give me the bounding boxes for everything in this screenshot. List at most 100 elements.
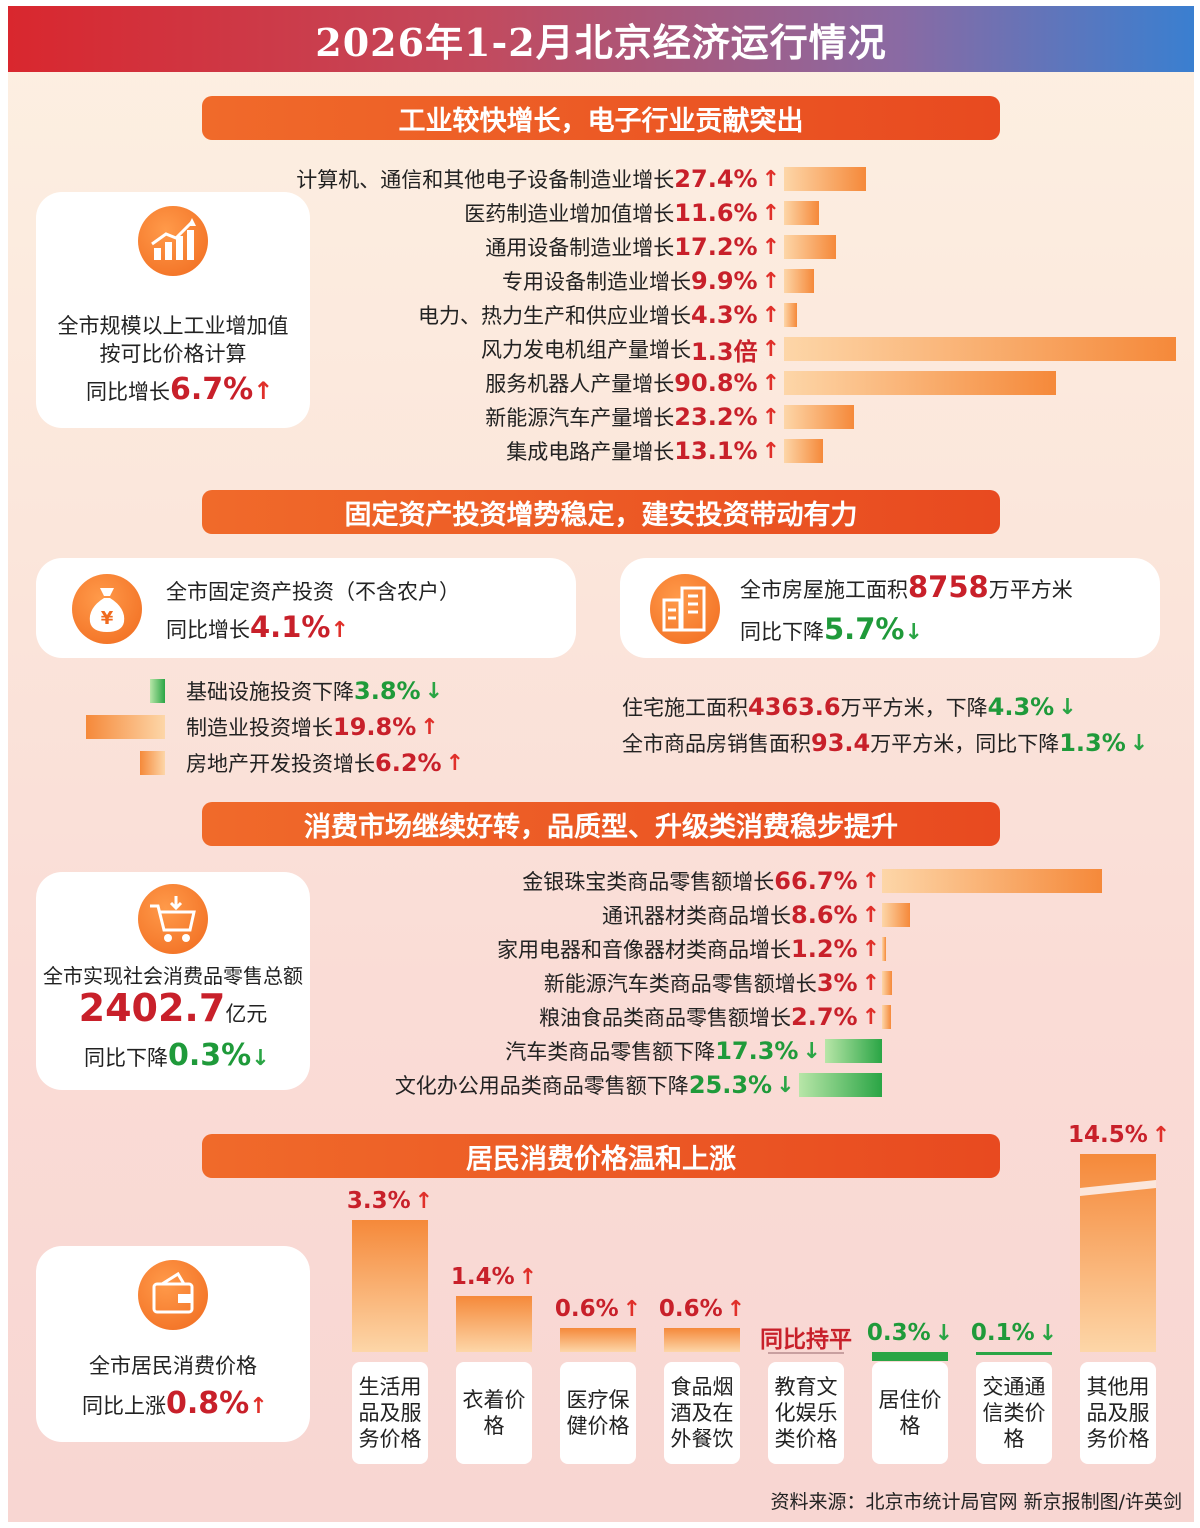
industry-item-label: 风力发电机组产量增长 [481, 338, 692, 362]
housing-item-row: 全市商品房销售面积 93.4 万平方米，同比下降 1.3% ↓ [622, 728, 1148, 758]
cpi-item-bar [664, 1328, 740, 1352]
arrow-up-icon: ↑ [861, 1004, 880, 1030]
housing-item-prefix: 全市商品房销售面积 [622, 732, 811, 756]
cpi-item-bar [456, 1296, 532, 1352]
consumption-item-value: 1.2% [791, 935, 858, 963]
arrow-up-icon: ↑ [420, 714, 439, 740]
consumption-item-row: 通讯器材类商品增长 8.6% ↑ [602, 900, 880, 930]
arrow-up-icon: ↑ [761, 302, 780, 328]
industry-item-row: 电力、热力生产和供应业增长 4.3% ↑ [418, 300, 780, 330]
consumption-card-growth: 同比下降0.3%↓ [84, 1038, 270, 1073]
industry-item-row: 医药制造业增加值增长 11.6% ↑ [464, 198, 780, 228]
arrow-down-icon: ↓ [776, 1072, 795, 1098]
arrow-down-icon: ↓ [802, 1038, 821, 1064]
section-heading-industry: 工业较快增长，电子行业贡献突出 [202, 96, 1000, 140]
consumption-item-row: 文化办公用品类商品零售额下降 25.3% ↓ [395, 1070, 795, 1100]
investment-card-right: 全市房屋施工面积8758万平方米 同比下降5.7%↓ [620, 558, 1160, 658]
arrow-up-icon: ↑ [330, 618, 349, 643]
arrow-up-icon: ↑ [761, 268, 780, 294]
investment-right-area-value: 8758 [908, 570, 989, 604]
industry-item-value: 1.3倍 [691, 337, 758, 366]
arrow-up-icon: ↑ [861, 936, 880, 962]
consumption-item-bar [882, 1005, 891, 1029]
industry-item-row: 通用设备制造业增长 17.2% ↑ [485, 232, 780, 262]
arrow-up-icon: ↑ [414, 1189, 434, 1214]
arrow-down-icon: ↓ [1038, 1321, 1058, 1346]
cpi-item-value: 0.1% ↓ [964, 1320, 1064, 1346]
industry-item-value: 17.2% [674, 233, 758, 261]
investment-right-value: 5.7% [824, 612, 905, 646]
industry-card-prefix: 同比增长 [86, 380, 170, 404]
consumption-amount-value: 2402.7 [78, 986, 226, 1030]
industry-card-line1: 全市规模以上工业增加值 [57, 314, 289, 338]
industry-item-label: 集成电路产量增长 [506, 440, 675, 464]
arrow-down-icon: ↓ [904, 620, 923, 645]
industry-item-label: 通用设备制造业增长 [485, 236, 675, 260]
consumption-item-bar [824, 1039, 882, 1063]
arrow-up-icon: ↑ [726, 1297, 746, 1322]
cpi-item-value: 0.3% ↓ [860, 1320, 960, 1346]
industry-item-bar [784, 337, 1176, 361]
industry-card-value: 6.7% [170, 372, 254, 407]
housing-item-mid: 万平方米，下降 [840, 696, 988, 720]
cpi-item-label: 其他用品及服务价格 [1080, 1362, 1156, 1464]
investment-left-growth: 同比增长4.1%↑ [166, 610, 349, 644]
arrow-up-icon: ↑ [518, 1265, 538, 1290]
investment-item-row: 制造业投资增长 19.8% ↑ [186, 712, 439, 742]
consumption-item-value: 17.3% [715, 1037, 799, 1065]
consumption-item-row: 家用电器和音像器材类商品增长 1.2% ↑ [497, 934, 880, 964]
industry-item-label: 新能源汽车产量增长 [485, 406, 675, 430]
arrow-up-icon: ↑ [761, 166, 780, 192]
arrow-up-icon: ↑ [761, 404, 780, 430]
investment-item-value: 6.2% [375, 749, 442, 777]
arrow-up-icon: ↑ [622, 1297, 642, 1322]
cpi-item-value-text: 0.1% [970, 1320, 1035, 1346]
industry-item-row: 风力发电机组产量增长 1.3倍 ↑ [481, 334, 780, 366]
cpi-item-label: 居住价格 [872, 1362, 948, 1464]
consumption-item-bar [882, 903, 911, 927]
consumption-card-prefix: 同比下降 [84, 1046, 168, 1070]
consumption-item-label: 通讯器材类商品增长 [602, 904, 791, 928]
cpi-item-bar [352, 1220, 428, 1352]
consumption-item-value: 66.7% [774, 867, 858, 895]
investment-item-bar [149, 679, 165, 703]
housing-item-value2: 1.3% [1059, 729, 1126, 757]
industry-item-row: 集成电路产量增长 13.1% ↑ [506, 436, 780, 466]
arrow-up-icon: ↑ [761, 438, 780, 464]
arrow-down-icon: ↓ [934, 1321, 954, 1346]
investment-right-prefix1: 全市房屋施工面积 [740, 578, 908, 602]
housing-item-prefix: 住宅施工面积 [622, 696, 748, 720]
money-bag-icon: ¥ [72, 574, 142, 644]
investment-right-growth: 同比下降5.7%↓ [740, 612, 923, 646]
investment-item-row: 基础设施投资下降 3.8% ↓ [186, 676, 443, 706]
industry-summary-card: 全市规模以上工业增加值 按可比价格计算 同比增长6.7%↑ [36, 192, 310, 428]
consumption-item-label: 汽车类商品零售额下降 [505, 1040, 716, 1064]
section-heading-investment: 固定资产投资增势稳定，建安投资带动有力 [202, 490, 1000, 534]
cpi-item-value-text: 14.5% [1068, 1122, 1148, 1148]
industry-item-bar [784, 201, 819, 225]
cpi-item-label: 教育文化娱乐类价格 [768, 1362, 844, 1464]
industry-item-label: 计算机、通信和其他电子设备制造业增长 [296, 168, 675, 192]
cpi-item-value: 1.4% ↑ [444, 1264, 544, 1290]
wallet-icon [138, 1260, 208, 1330]
cpi-item-value: 0.6% ↑ [548, 1296, 648, 1322]
investment-right-prefix: 同比下降 [740, 620, 824, 644]
consumption-item-label: 家用电器和音像器材类商品增长 [497, 938, 791, 962]
shopping-cart-icon [138, 884, 208, 954]
section-heading-consumption: 消费市场继续好转，品质型、升级类消费稳步提升 [202, 802, 1000, 846]
industry-item-label: 医药制造业增加值增长 [464, 202, 675, 226]
housing-item-value2: 4.3% [987, 693, 1055, 721]
cpi-item-label: 医疗保健价格 [560, 1362, 636, 1464]
arrow-up-icon: ↑ [761, 370, 780, 396]
industry-item-bar [784, 269, 814, 293]
industry-item-bar [784, 235, 836, 259]
cpi-item-bar [872, 1352, 948, 1361]
cpi-item-label: 食品烟酒及在外餐饮 [664, 1362, 740, 1464]
investment-left-value: 4.1% [250, 610, 331, 644]
cpi-item-bar [976, 1352, 1052, 1355]
cpi-item-value: 3.3% ↑ [340, 1188, 440, 1214]
industry-item-row: 服务机器人产量增长 90.8% ↑ [485, 368, 780, 398]
arrow-up-icon: ↑ [761, 200, 780, 226]
cpi-item-value-text: 1.4% [450, 1264, 515, 1290]
cpi-summary-card: 全市居民消费价格 同比上涨0.8%↑ [36, 1246, 310, 1442]
